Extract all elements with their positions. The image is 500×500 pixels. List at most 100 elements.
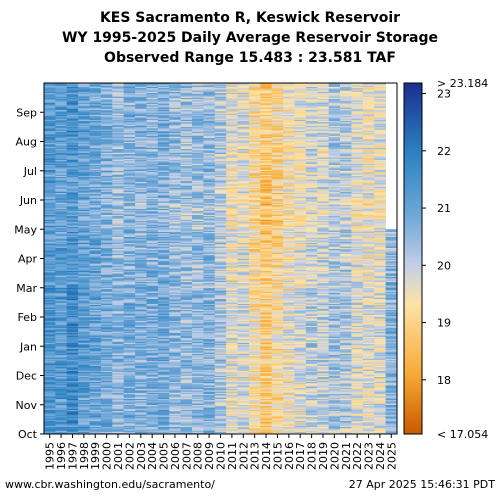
heatmap-cell bbox=[112, 425, 125, 427]
heatmap-cell bbox=[146, 230, 159, 232]
heatmap-cell bbox=[192, 245, 204, 247]
heatmap-cell bbox=[66, 364, 79, 367]
heatmap-cell bbox=[100, 229, 113, 231]
heatmap-cell bbox=[135, 229, 147, 231]
heatmap-cell bbox=[180, 416, 193, 419]
heatmap-cell bbox=[66, 379, 79, 381]
heatmap-cell bbox=[237, 346, 250, 348]
heatmap-cell bbox=[180, 365, 193, 368]
heatmap-cell bbox=[203, 147, 216, 150]
heatmap-cell bbox=[78, 208, 90, 211]
heatmap-cell bbox=[180, 391, 193, 393]
heatmap-cell bbox=[203, 317, 216, 319]
heatmap-cell bbox=[192, 196, 204, 198]
heatmap-cell bbox=[78, 212, 90, 214]
heatmap-cell bbox=[192, 151, 204, 153]
heatmap-cell bbox=[112, 299, 125, 302]
heatmap-cell bbox=[123, 270, 136, 273]
heatmap-cell bbox=[157, 245, 170, 247]
heatmap-cell bbox=[89, 293, 102, 296]
heatmap-cell bbox=[55, 263, 68, 265]
heatmap-cell bbox=[214, 382, 227, 385]
heatmap-cell bbox=[203, 354, 216, 357]
heatmap-cell bbox=[44, 87, 56, 90]
heatmap-cell bbox=[123, 150, 136, 152]
heatmap-cell bbox=[135, 223, 147, 225]
heatmap-cell bbox=[44, 84, 56, 86]
heatmap-cell bbox=[100, 386, 113, 388]
heatmap-cell bbox=[203, 119, 216, 122]
heatmap-cell bbox=[226, 111, 238, 113]
heatmap-cell bbox=[66, 93, 79, 96]
heatmap-cell bbox=[66, 366, 79, 369]
heatmap-cell bbox=[123, 274, 136, 276]
heatmap-cell bbox=[89, 243, 102, 246]
heatmap-cell bbox=[203, 89, 216, 91]
heatmap-cell bbox=[78, 414, 90, 417]
heatmap-cell bbox=[226, 408, 238, 410]
heatmap-cell bbox=[146, 84, 159, 86]
heatmap-cell bbox=[214, 352, 227, 354]
heatmap-cell bbox=[203, 345, 216, 347]
heatmap-cell bbox=[55, 90, 68, 92]
heatmap-cell bbox=[89, 176, 102, 179]
heatmap-cell bbox=[123, 431, 136, 434]
heatmap-cell bbox=[146, 212, 159, 214]
heatmap-cell bbox=[157, 326, 170, 329]
heatmap-cell bbox=[44, 109, 56, 112]
heatmap-cell bbox=[44, 267, 56, 269]
heatmap-cell bbox=[89, 312, 102, 314]
heatmap-cell bbox=[169, 382, 181, 385]
heatmap-cell bbox=[55, 392, 68, 395]
heatmap-cell bbox=[89, 325, 102, 328]
heatmap-cell bbox=[157, 427, 170, 430]
heatmap-cell bbox=[55, 429, 68, 431]
heatmap-cell bbox=[44, 97, 56, 100]
heatmap-cell bbox=[157, 254, 170, 257]
heatmap-cell bbox=[203, 353, 216, 356]
heatmap-cell bbox=[123, 343, 136, 346]
heatmap-cell bbox=[78, 297, 90, 300]
heatmap-cell bbox=[100, 380, 113, 382]
heatmap-cell bbox=[123, 262, 136, 264]
heatmap-cell bbox=[135, 345, 147, 347]
heatmap-cell bbox=[123, 423, 136, 425]
heatmap-cell bbox=[203, 327, 216, 330]
heatmap-cell bbox=[180, 100, 193, 102]
heatmap-cell bbox=[66, 221, 79, 224]
heatmap-cell bbox=[100, 403, 113, 406]
heatmap-cell bbox=[146, 256, 159, 258]
heatmap-cell bbox=[214, 321, 227, 324]
heatmap-cell bbox=[66, 286, 79, 289]
heatmap-cell bbox=[89, 118, 102, 120]
heatmap-cell bbox=[112, 384, 125, 386]
heatmap-cell bbox=[146, 334, 159, 336]
heatmap-cell bbox=[78, 97, 90, 100]
heatmap-cell bbox=[123, 246, 136, 248]
heatmap-cell bbox=[192, 182, 204, 185]
heatmap-cell bbox=[237, 409, 250, 412]
heatmap-cell bbox=[226, 286, 238, 289]
heatmap-cell bbox=[192, 139, 204, 141]
heatmap-cell bbox=[146, 164, 159, 167]
heatmap-cell bbox=[100, 313, 113, 315]
heatmap-cell bbox=[100, 109, 113, 112]
heatmap-cell bbox=[169, 354, 181, 357]
heatmap-cell bbox=[169, 108, 181, 111]
heatmap-cell bbox=[192, 223, 204, 225]
heatmap-cell bbox=[89, 190, 102, 192]
heatmap-cell bbox=[100, 239, 113, 241]
heatmap-cell bbox=[100, 234, 113, 236]
heatmap-cell bbox=[112, 114, 125, 117]
heatmap-cell bbox=[226, 265, 238, 268]
heatmap-cell bbox=[157, 416, 170, 419]
heatmap-cell bbox=[89, 111, 102, 113]
heatmap-cell bbox=[66, 315, 79, 318]
heatmap-cell bbox=[157, 201, 170, 203]
heatmap-cell bbox=[226, 295, 238, 297]
heatmap-cell bbox=[66, 256, 79, 258]
heatmap-cell bbox=[66, 326, 79, 329]
heatmap-cell bbox=[192, 290, 204, 292]
heatmap-cell bbox=[135, 225, 147, 228]
heatmap-cell bbox=[123, 87, 136, 90]
